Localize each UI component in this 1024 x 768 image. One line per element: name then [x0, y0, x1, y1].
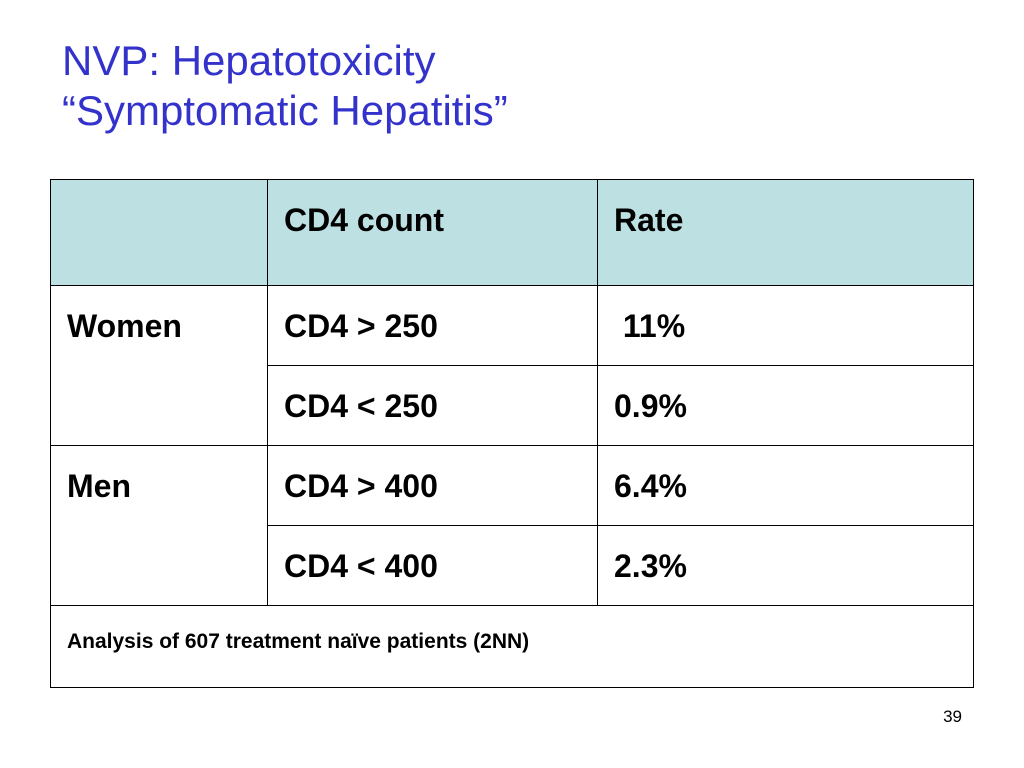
cd4-cell: CD4 < 400 — [267, 525, 598, 606]
table-row: Women CD4 > 250 11% — [50, 285, 974, 446]
header-cell-rate: Rate — [597, 179, 974, 286]
table-row: CD4 < 250 0.9% — [51, 365, 974, 446]
rate-cell: 0.9% — [597, 365, 974, 446]
slide-title: NVP: Hepatotoxicity “Symptomatic Hepatit… — [62, 36, 508, 136]
header-cell-group — [50, 179, 268, 286]
group-label-men: Men — [50, 445, 268, 606]
cd4-cell: CD4 > 400 — [267, 445, 598, 526]
rate-cell: 6.4% — [597, 445, 974, 526]
table-footnote: Analysis of 607 treatment naïve patients… — [50, 605, 974, 688]
title-line-1: NVP: Hepatotoxicity — [62, 37, 436, 84]
cd4-cell: CD4 < 250 — [267, 365, 598, 446]
group-label-women: Women — [50, 285, 268, 446]
rate-cell: 2.3% — [597, 525, 974, 606]
table-row: Men CD4 > 400 6.4% — [50, 445, 974, 606]
table-header-row: CD4 count Rate — [50, 179, 974, 286]
hepatitis-rate-table: CD4 count Rate Women CD4 > 250 11% CD4 <… — [50, 179, 974, 688]
title-line-2: “Symptomatic Hepatitis” — [62, 87, 508, 134]
page-number: 39 — [943, 707, 962, 726]
table-footnote-row: Analysis of 607 treatment naïve patients… — [50, 605, 974, 688]
cd4-cell: CD4 > 250 — [267, 285, 598, 366]
rate-cell: 11% — [597, 285, 974, 366]
header-cell-cd4-count: CD4 count — [267, 179, 598, 286]
